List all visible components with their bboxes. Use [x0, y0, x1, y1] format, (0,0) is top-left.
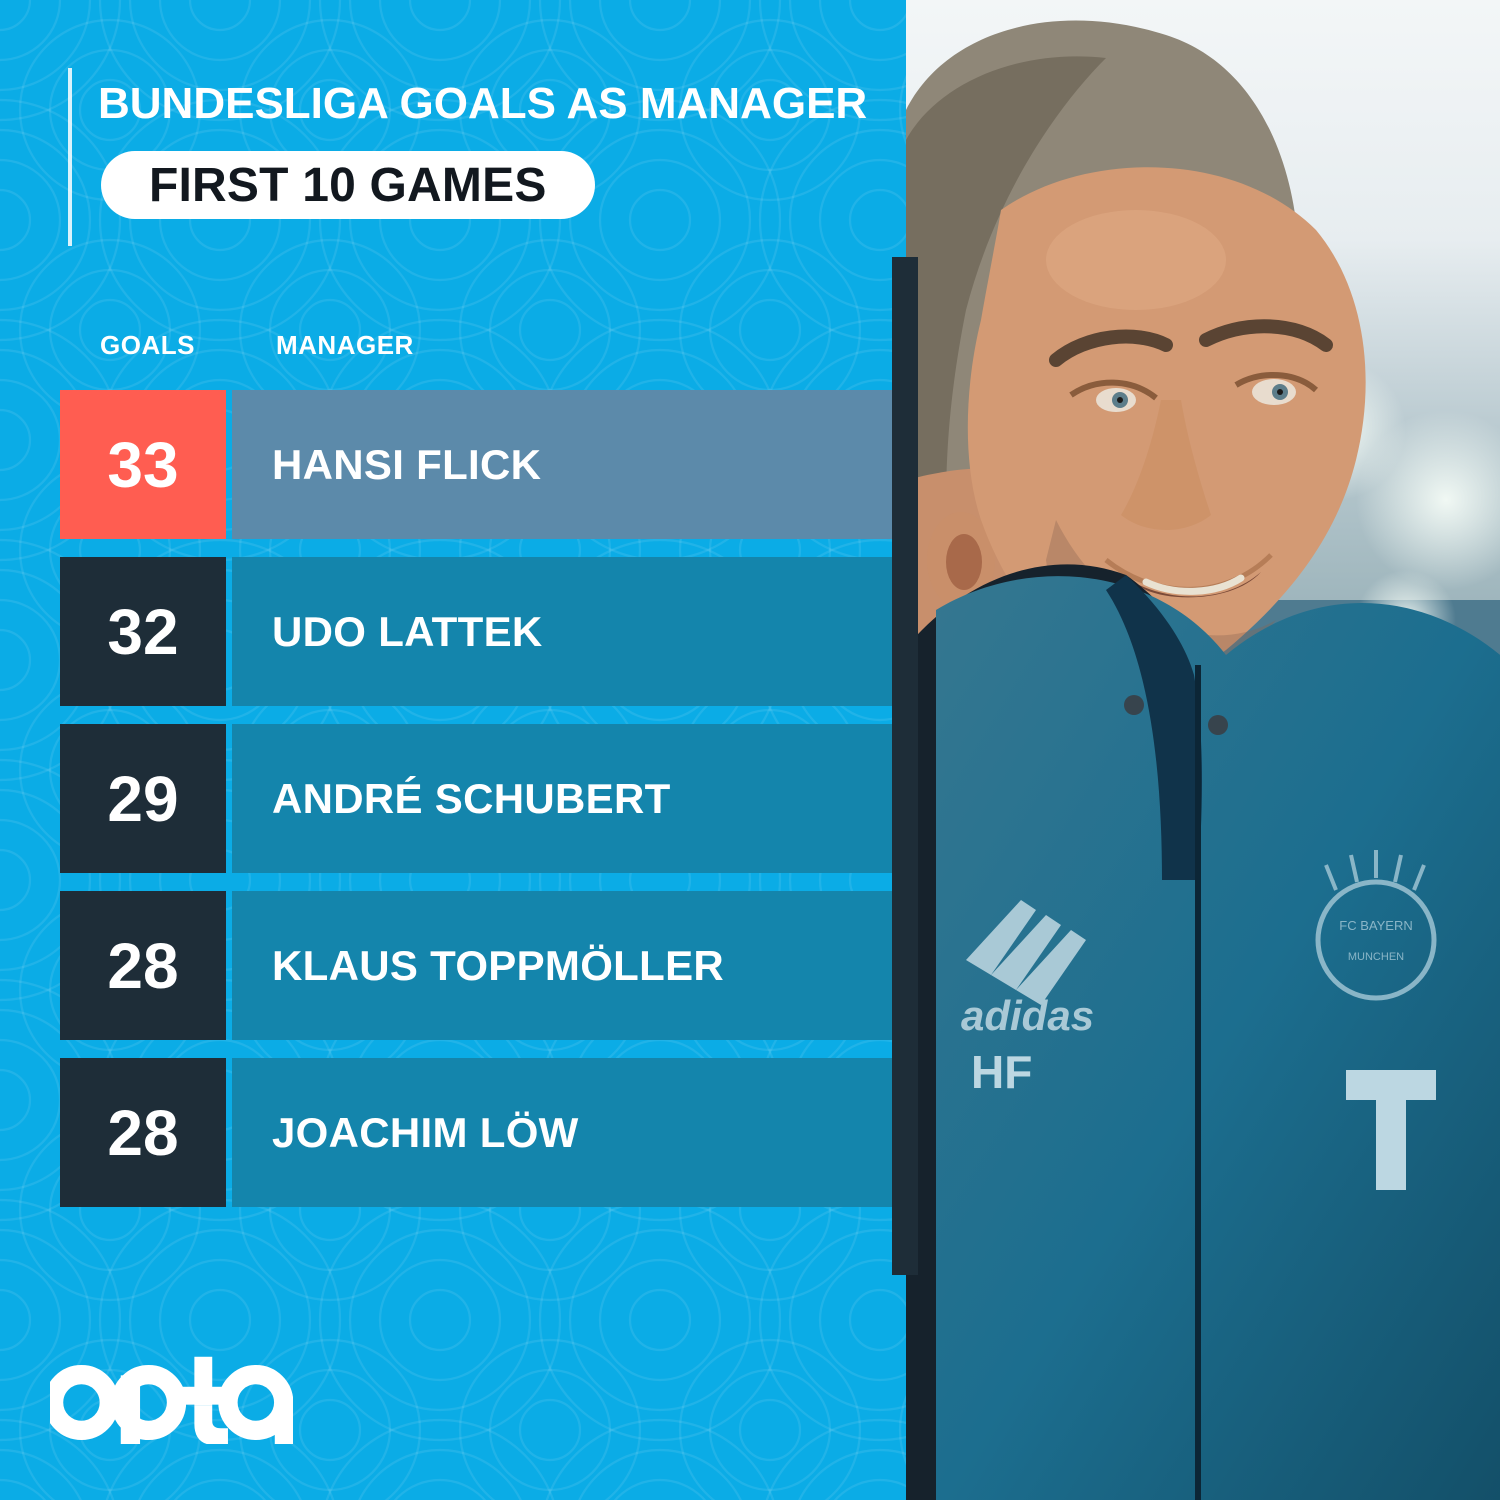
svg-text:HF: HF [971, 1046, 1032, 1098]
svg-text:adidas: adidas [961, 992, 1094, 1039]
svg-text:FC BAYERN: FC BAYERN [1339, 918, 1412, 933]
svg-text:MUNCHEN: MUNCHEN [1348, 951, 1404, 963]
